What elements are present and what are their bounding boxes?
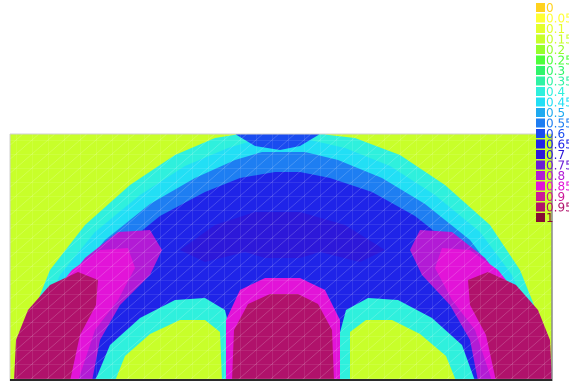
legend-swatch <box>536 87 545 96</box>
legend-label: 0.6 <box>546 127 565 141</box>
legend-label: 0.95 <box>546 201 569 215</box>
legend-swatch <box>536 45 545 54</box>
legend-swatch <box>536 97 545 107</box>
legend-swatch <box>536 3 545 12</box>
legend-label: 0.85 <box>546 180 569 194</box>
legend-label: 0 <box>546 1 554 15</box>
legend-label: 0.35 <box>546 75 569 89</box>
legend-swatch <box>536 66 545 75</box>
legend-label: 0.55 <box>546 117 569 131</box>
legend-label: 0.15 <box>546 33 569 47</box>
legend-label: 0.65 <box>546 138 569 152</box>
legend-label: 0.4 <box>546 85 565 99</box>
legend-label: 0.1 <box>546 22 565 36</box>
legend-swatch <box>536 213 545 222</box>
legend-label: 0.45 <box>546 96 569 110</box>
legend-swatch <box>536 160 545 170</box>
legend-swatch <box>536 129 545 138</box>
legend-label: 0.9 <box>546 190 565 204</box>
legend-swatch <box>536 150 545 159</box>
legend-label: 0.25 <box>546 54 569 68</box>
legend-label: 0.7 <box>546 148 565 162</box>
legend-swatch <box>536 181 545 191</box>
legend-label: 0.8 <box>546 169 565 183</box>
legend-label: 0.05 <box>546 12 569 26</box>
legend-swatch <box>536 139 545 149</box>
legend-swatch <box>536 171 545 180</box>
legend-label: 0.2 <box>546 43 565 57</box>
colorbar-legend: 00.050.10.150.20.250.30.350.40.450.50.55… <box>536 1 569 225</box>
density-field <box>10 134 552 381</box>
legend-swatch <box>536 202 545 212</box>
legend-label: 0.75 <box>546 159 569 173</box>
mesh-overlay <box>10 134 552 381</box>
legend-swatch <box>536 108 545 117</box>
legend-label: 0.3 <box>546 64 565 78</box>
legend-swatch <box>536 24 545 33</box>
legend-label: 1 <box>546 211 554 225</box>
legend-swatch <box>536 13 545 23</box>
legend-swatch <box>536 55 545 65</box>
legend-swatch <box>536 192 545 201</box>
legend-swatch <box>536 76 545 86</box>
legend-label: 0.5 <box>546 106 565 120</box>
legend-swatch <box>536 118 545 128</box>
legend-swatch <box>536 34 545 44</box>
